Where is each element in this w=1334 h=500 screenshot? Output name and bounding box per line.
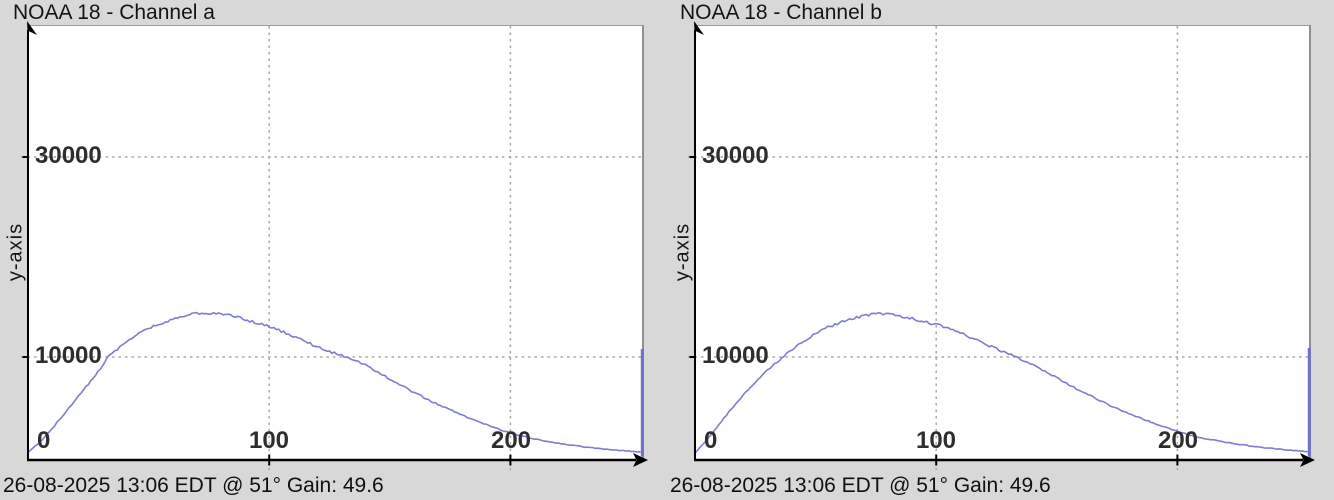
histogram-plot-svg bbox=[21, 21, 648, 470]
capture-info-text: 26-08-2025 13:06 EDT @ 51° Gain: 49.6 bbox=[3, 474, 384, 497]
plot-area bbox=[28, 25, 644, 461]
y-tick-10000: 10000 bbox=[702, 342, 769, 369]
chart-panel-channel-a: NOAA 18 - Channel a y-axis 30000 10000 0… bbox=[3, 1, 648, 497]
y-axis-label: y-axis bbox=[671, 222, 694, 282]
histogram-plot-svg bbox=[688, 21, 1315, 470]
x-tick-0: 0 bbox=[704, 427, 718, 454]
capture-info-text: 26-08-2025 13:06 EDT @ 51° Gain: 49.6 bbox=[670, 474, 1051, 497]
y-tick-10000: 10000 bbox=[35, 342, 102, 369]
y-axis-label: y-axis bbox=[4, 222, 27, 282]
x-tick-100: 100 bbox=[915, 427, 957, 454]
plot-area bbox=[695, 25, 1311, 461]
y-tick-30000: 30000 bbox=[702, 142, 769, 169]
x-tick-100: 100 bbox=[248, 427, 290, 454]
x-tick-200: 200 bbox=[490, 427, 532, 454]
x-tick-0: 0 bbox=[37, 427, 51, 454]
y-tick-30000: 30000 bbox=[35, 142, 102, 169]
x-tick-200: 200 bbox=[1157, 427, 1199, 454]
chart-title: NOAA 18 - Channel a bbox=[13, 1, 215, 24]
chart-title: NOAA 18 - Channel b bbox=[680, 1, 882, 24]
chart-panel-channel-b: NOAA 18 - Channel b y-axis 30000 10000 0… bbox=[667, 0, 1334, 500]
